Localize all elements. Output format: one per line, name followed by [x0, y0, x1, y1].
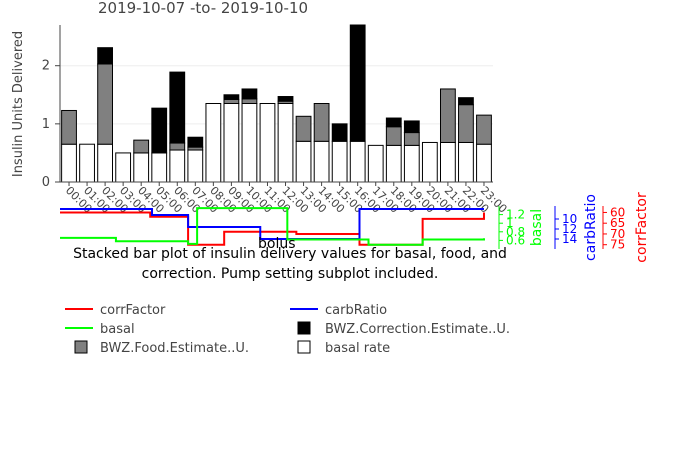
bar-segment — [331, 140, 348, 183]
bar-segment — [385, 117, 402, 128]
bar-segment — [61, 143, 77, 183]
axis-title-carbRatio: carbRatio — [583, 194, 599, 261]
bar-segment — [313, 103, 330, 142]
bar-segment — [151, 152, 168, 183]
legend-swatch — [74, 340, 88, 354]
bar-segment — [187, 149, 204, 183]
bar-segment — [403, 144, 420, 183]
bar-segment — [259, 103, 276, 183]
bar-segment — [331, 123, 348, 142]
bar-segment — [223, 94, 240, 100]
bar-segment — [277, 103, 294, 183]
axis-tick-label-basal: 0.6 — [506, 233, 525, 247]
bar-segment — [458, 104, 474, 143]
bar-segment — [97, 143, 114, 183]
bar-segment — [458, 141, 474, 183]
bar-segment — [133, 152, 150, 183]
bar-segment — [97, 47, 114, 65]
y-tick-label: 0 — [42, 175, 50, 190]
bar-segment — [458, 97, 474, 106]
caption-line: Stacked bar plot of insulin delivery val… — [73, 246, 507, 262]
legend-label: corrFactor — [100, 303, 166, 318]
bar-segment — [403, 120, 420, 134]
bar-segment — [295, 140, 312, 183]
legend-swatch — [297, 340, 311, 354]
legend-label: BWZ.Correction.Estimate..U. — [325, 322, 510, 337]
caption: Stacked bar plot of insulin delivery val… — [73, 246, 507, 282]
bar-segment — [223, 103, 240, 183]
bar-segment — [439, 88, 456, 143]
bar-segment — [367, 144, 384, 183]
bar-segment — [97, 63, 114, 145]
bar-segment — [169, 71, 186, 144]
settings-line-basal — [60, 207, 485, 246]
settings-line-carbRatio — [60, 208, 484, 240]
bar-segment — [241, 98, 258, 104]
legend-label: basal rate — [325, 341, 390, 356]
bar-segment — [476, 143, 492, 183]
bar-segment — [421, 141, 438, 183]
y-axis-title: Insulin Units Delivered — [11, 31, 26, 177]
bar-segment — [349, 24, 366, 142]
bar-segment — [79, 143, 95, 183]
bar-segment — [151, 107, 168, 154]
bar-segment — [385, 144, 402, 183]
bar-segment — [169, 142, 186, 151]
bar-segment — [169, 149, 186, 183]
caption-line: correction. Pump setting subplot include… — [142, 266, 439, 282]
axis-tick-label-carbRatio: 14 — [562, 232, 577, 246]
bar-segment — [439, 141, 456, 183]
y-tick-label: 1 — [42, 117, 50, 132]
bar-segment — [241, 88, 258, 100]
axis-title-basal: basal — [529, 209, 545, 246]
axis-title-corrFactor: corrFactor — [634, 192, 650, 263]
settings-line-corrFactor — [60, 211, 485, 246]
legend: corrFactor carbRatio basal BWZ.Correction.E… — [65, 303, 510, 356]
bar-segment — [295, 115, 312, 142]
axis-tick-label-corrFactor: 70 — [610, 227, 625, 241]
bars — [61, 24, 492, 183]
bar-segment — [133, 139, 150, 154]
bar-segment — [187, 136, 204, 148]
bar-segment — [313, 140, 330, 183]
bar-segment — [61, 109, 77, 145]
axis-tick-label-basal: 1.2 — [506, 208, 525, 222]
bar-segment — [476, 114, 492, 145]
chart-title: 2019-10-07 -to- 2019-10-10 — [98, 0, 308, 17]
axis-tick-label-carbRatio: 12 — [562, 222, 577, 236]
legend-swatch — [297, 321, 311, 335]
axis-tick-label-basal: 1 — [506, 216, 514, 230]
bar-segment — [115, 152, 132, 183]
bar-segment — [403, 132, 420, 146]
axis-tick-label-corrFactor: 65 — [610, 216, 625, 230]
axis-tick-label-basal: 0.8 — [506, 225, 525, 239]
bar-segment — [223, 98, 240, 104]
bar-segment — [241, 103, 258, 183]
y-tick-label: 2 — [42, 59, 50, 74]
bar-segment — [385, 126, 402, 146]
overlay-text: bolus — [258, 236, 296, 252]
legend-label: basal — [100, 322, 135, 337]
legend-label: carbRatio — [325, 303, 387, 318]
bar-segment — [349, 140, 366, 183]
axis-tick-label-corrFactor: 75 — [610, 238, 625, 252]
bar-segment — [277, 96, 294, 102]
bar-segment — [205, 103, 222, 183]
axis-tick-label-corrFactor: 60 — [610, 205, 625, 219]
legend-label: BWZ.Food.Estimate..U. — [100, 341, 249, 356]
axis-tick-label-carbRatio: 10 — [562, 212, 577, 226]
